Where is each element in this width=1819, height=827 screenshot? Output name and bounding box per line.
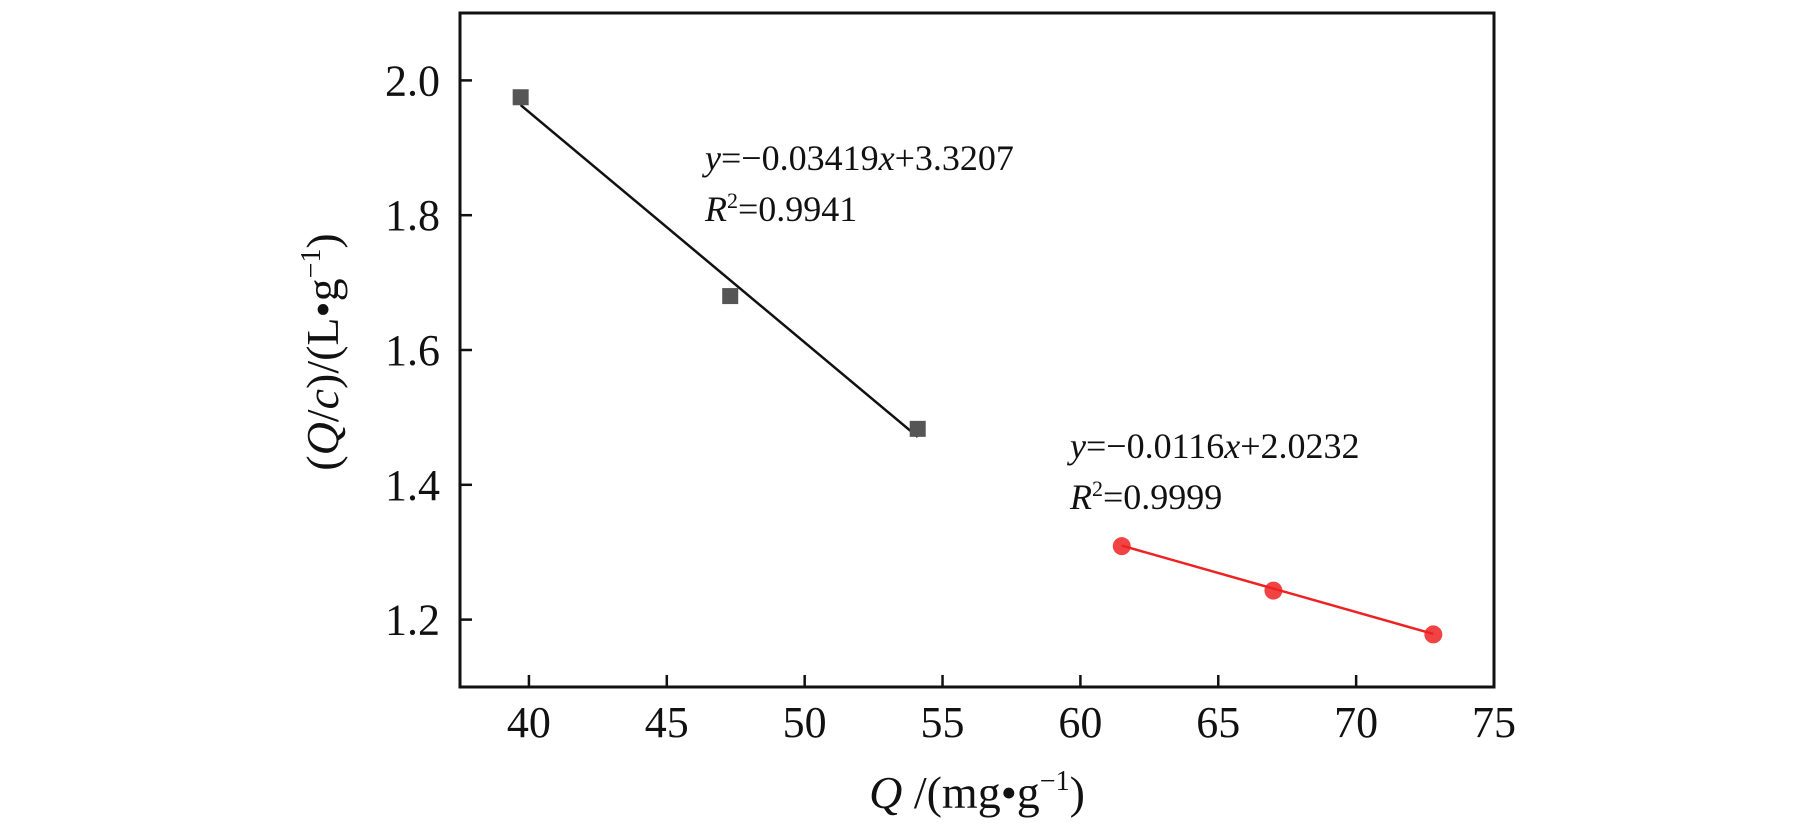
x-tick-label-60: 60 <box>1058 698 1102 747</box>
y-axis-title-exp: −1 <box>296 249 327 279</box>
x-tick-label-50: 50 <box>783 698 827 747</box>
series-2-point-3 <box>1424 625 1443 644</box>
series-1-point-1 <box>512 89 529 106</box>
y-axis-title-var2: c <box>297 389 348 409</box>
series-2-equation-rhs: +2.0232 <box>1240 426 1359 466</box>
y-tick-label-1.4: 1.4 <box>385 461 440 510</box>
y-axis-title-group: (Q/c)/(L•g−1) <box>296 233 348 471</box>
series-2-r2-symbol: R <box>1069 477 1092 517</box>
fit-lines <box>519 104 1434 636</box>
x-axis-title-close: ) <box>1070 767 1085 818</box>
y-axis-title-open: ( <box>297 455 348 470</box>
series-2-r2-superscript: 2 <box>1092 476 1103 501</box>
series-2-point-1 <box>1112 537 1131 556</box>
x-axis-title-unit: /(mg•g <box>902 767 1039 818</box>
series-1-point-2 <box>722 288 739 305</box>
plot-frame <box>458 11 1496 689</box>
series-1-equation-mid: =−0.03419 <box>721 138 879 178</box>
series-1-equation: y=−0.03419x+3.3207 <box>702 138 1014 178</box>
data-markers <box>512 89 1443 644</box>
x-axis-title: Q /(mg•g−1) <box>869 766 1085 818</box>
y-axis-title-close: ) <box>297 233 348 248</box>
series-2-equation-lhs: y <box>1067 426 1086 466</box>
x-tick-label-75: 75 <box>1472 698 1516 747</box>
x-tick-label-70: 70 <box>1334 698 1378 747</box>
y-axis-title-slash: / <box>297 409 348 422</box>
series-1-equation-lhs: y <box>702 138 721 178</box>
series-1-r2-symbol: R <box>704 189 727 229</box>
y-tick-label-1.2: 1.2 <box>385 596 440 645</box>
series-1-r2-superscript: 2 <box>727 188 738 213</box>
series-2-r2-value: =0.9999 <box>1103 477 1222 517</box>
y-axis-title: (Q/c)/(L•g−1) <box>296 233 348 471</box>
x-axis-ticks: 40 45 50 55 60 65 70 75 <box>507 675 1516 747</box>
y-axis-title-var1: Q <box>297 422 348 455</box>
series-1-point-3 <box>909 420 926 437</box>
y-axis-ticks: 1.2 1.4 1.6 1.8 2.0 <box>385 56 472 645</box>
x-tick-label-45: 45 <box>645 698 689 747</box>
series-2-equation-var: x <box>1223 426 1240 466</box>
y-tick-label-1.8: 1.8 <box>385 191 440 240</box>
y-axis-title-unit: )/(L•g <box>297 278 348 389</box>
x-axis-title-exp: −1 <box>1040 766 1070 797</box>
series-2-r2: R2=0.9999 <box>1069 476 1222 517</box>
series-1-equation-var: x <box>878 138 895 178</box>
series-1-r2-value: =0.9941 <box>738 189 857 229</box>
series-2-equation-mid: =−0.0116 <box>1086 426 1224 466</box>
series-1-r2: R2=0.9941 <box>704 188 857 229</box>
series-1-fit-line <box>519 104 919 438</box>
x-tick-label-65: 65 <box>1196 698 1240 747</box>
x-tick-label-40: 40 <box>507 698 551 747</box>
y-tick-label-2.0: 2.0 <box>385 56 440 105</box>
series-2-equation: y=−0.0116x+2.0232 <box>1067 426 1360 466</box>
series-2-point-2 <box>1264 581 1283 600</box>
series-1-equation-rhs: +3.3207 <box>895 138 1014 178</box>
x-tick-label-55: 55 <box>921 698 965 747</box>
x-axis-title-var: Q <box>869 767 902 818</box>
y-tick-label-1.6: 1.6 <box>385 326 440 375</box>
